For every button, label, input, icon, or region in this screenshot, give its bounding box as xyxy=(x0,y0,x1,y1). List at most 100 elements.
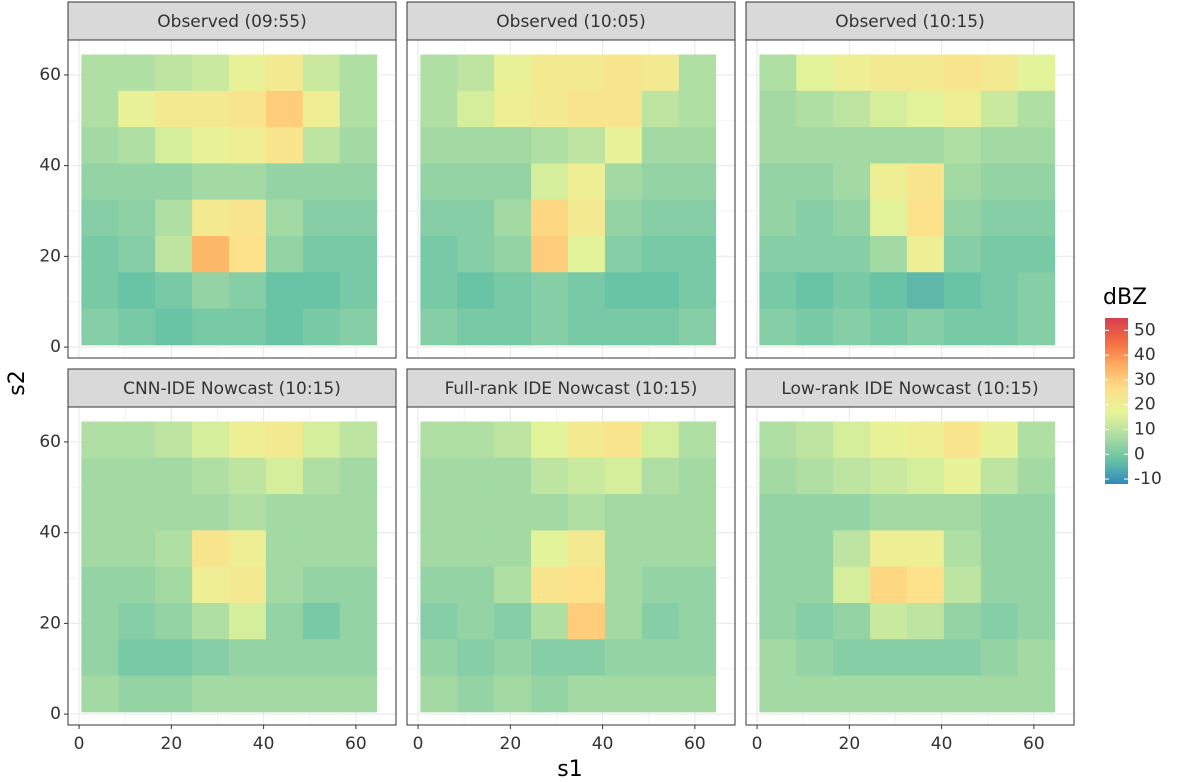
heat-cell xyxy=(229,235,267,273)
heat-cell xyxy=(604,530,643,568)
heat-cell xyxy=(531,199,569,237)
y-tick-label: 40 xyxy=(39,156,61,176)
heat-cell xyxy=(155,54,193,92)
colorbar-label: 10 xyxy=(1134,419,1156,439)
heat-cell xyxy=(302,90,341,128)
heat-cell xyxy=(155,530,193,568)
x-tick-label: 0 xyxy=(413,734,424,754)
heat-cell xyxy=(604,639,643,677)
heat-cell xyxy=(118,54,156,92)
heat-cell xyxy=(833,127,871,164)
heat-cell xyxy=(531,530,569,568)
heat-cell xyxy=(1017,127,1056,164)
heat-cell xyxy=(796,494,834,531)
heat-cell xyxy=(604,421,643,459)
heat-cell xyxy=(229,639,267,677)
heat-cell xyxy=(870,272,908,310)
heat-cell xyxy=(229,90,267,128)
x-tick-label: 0 xyxy=(752,734,763,754)
heat-cell xyxy=(531,127,569,164)
heat-cell xyxy=(568,272,606,310)
heat-cell xyxy=(980,90,1019,128)
heat-cell xyxy=(604,199,643,237)
heat-cell xyxy=(265,602,304,640)
heat-cell xyxy=(870,675,908,713)
heat-cell xyxy=(907,530,945,568)
heat-cell xyxy=(604,457,643,495)
heat-cell xyxy=(192,421,230,459)
x-tick-label: 40 xyxy=(253,734,275,754)
heat-cell xyxy=(796,163,834,201)
heat-cell xyxy=(339,199,378,237)
heat-cell xyxy=(494,163,532,201)
heat-cell xyxy=(980,602,1019,640)
heat-cell xyxy=(907,308,945,346)
heat-cell xyxy=(339,90,378,128)
heat-cell xyxy=(192,163,230,201)
heat-cell xyxy=(531,639,569,677)
x-axis-label: s1 xyxy=(557,757,582,782)
heat-cell xyxy=(339,163,378,201)
strip xyxy=(67,368,397,408)
strip xyxy=(745,1,1075,41)
heat-cell xyxy=(759,457,797,495)
heat-cell xyxy=(907,163,945,201)
colorbar-label: 50 xyxy=(1134,320,1156,340)
colorbar-label: 20 xyxy=(1134,395,1156,415)
heat-cell xyxy=(568,127,606,164)
heat-cell xyxy=(678,530,717,568)
heat-cell xyxy=(302,639,341,677)
strip xyxy=(406,368,736,408)
heat-cell xyxy=(870,163,908,201)
heat-cell xyxy=(302,675,341,713)
panel-border xyxy=(406,406,736,726)
y-tick-label: 40 xyxy=(39,523,61,543)
heat-cell xyxy=(265,272,304,310)
heat-cell xyxy=(870,494,908,531)
heat-cell xyxy=(1017,163,1056,201)
heat-cell xyxy=(155,457,193,495)
heat-cell xyxy=(678,127,717,164)
heat-cell xyxy=(531,675,569,713)
heat-cell xyxy=(870,199,908,237)
heat-cell xyxy=(420,639,458,677)
heat-cell xyxy=(678,457,717,495)
heat-cell xyxy=(833,272,871,310)
heat-cell xyxy=(943,639,982,677)
heat-cell xyxy=(155,199,193,237)
heat-cell xyxy=(980,54,1019,92)
panel-border xyxy=(67,39,397,359)
heat-cell xyxy=(568,530,606,568)
heat-cell xyxy=(759,127,797,164)
heat-cell xyxy=(155,235,193,273)
heat-cell xyxy=(155,602,193,640)
heat-cell xyxy=(870,457,908,495)
panel-title: Full-rank IDE Nowcast (10:15) xyxy=(445,379,698,399)
heat-cell xyxy=(641,199,680,237)
heat-cell xyxy=(265,675,304,713)
heat-cell xyxy=(907,421,945,459)
heat-cell xyxy=(229,494,267,531)
panel-title: Observed (10:15) xyxy=(835,12,984,32)
heat-cell xyxy=(568,235,606,273)
x-tick-label: 60 xyxy=(684,734,706,754)
x-tick-label: 40 xyxy=(931,734,953,754)
heat-cell xyxy=(155,494,193,531)
heat-cell xyxy=(568,308,606,346)
heat-cell xyxy=(759,675,797,713)
heat-cell xyxy=(420,54,458,92)
heat-cell xyxy=(265,308,304,346)
heat-cell xyxy=(302,494,341,531)
heat-cell xyxy=(980,566,1019,604)
heat-cell xyxy=(118,675,156,713)
heat-cell xyxy=(265,90,304,128)
heat-cell xyxy=(192,530,230,568)
heat-cell xyxy=(796,639,834,677)
heat-cell xyxy=(494,494,532,531)
heat-cell xyxy=(457,308,495,346)
heat-cell xyxy=(678,90,717,128)
heat-cell xyxy=(265,494,304,531)
panel-border xyxy=(745,39,1075,359)
heat-cell xyxy=(943,163,982,201)
